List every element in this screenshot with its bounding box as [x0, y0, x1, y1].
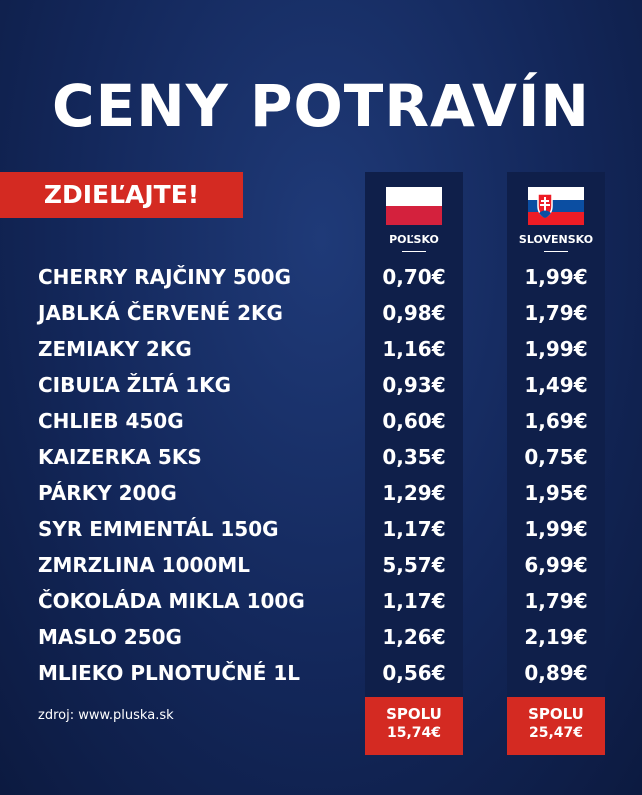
item-name: CHLIEB 450G [38, 409, 184, 433]
table-row: MLIEKO PLNOTUČNÉ 1L 0,56€ 0,89€ [0, 655, 642, 691]
column-header: POĽSKO [365, 233, 463, 252]
price: 1,95€ [524, 481, 588, 505]
item-name: MASLO 250G [38, 625, 182, 649]
column-header: SLOVENSKO [507, 233, 605, 252]
price: 1,79€ [524, 301, 588, 325]
price: 1,99€ [524, 517, 588, 541]
table-row: SYR EMMENTÁL 150G 1,17€ 1,99€ [0, 511, 642, 547]
share-badge: ZDIEĽAJTE! [0, 172, 243, 218]
price: 1,99€ [524, 337, 588, 361]
total-value: 15,74€ [386, 725, 442, 741]
item-name: SYR EMMENTÁL 150G [38, 517, 279, 541]
price: 1,69€ [524, 409, 588, 433]
price: 0,75€ [524, 445, 588, 469]
table-row: CHERRY RAJČINY 500G 0,70€ 1,99€ [0, 259, 642, 295]
source: zdroj: www.pluska.sk [38, 708, 174, 723]
price: 0,35€ [382, 445, 446, 469]
total-box: SPOLU 25,47€ [507, 697, 605, 755]
item-name: ČOKOLÁDA MIKLA 100G [38, 589, 305, 613]
table-row: ČOKOLÁDA MIKLA 100G 1,17€ 1,79€ [0, 583, 642, 619]
table-row: CIBUĽA ŽLTÁ 1KG 0,93€ 1,49€ [0, 367, 642, 403]
total-label: SPOLU [528, 705, 584, 723]
price: 1,26€ [382, 625, 446, 649]
price: 6,99€ [524, 553, 588, 577]
price: 1,17€ [382, 589, 446, 613]
price: 0,70€ [382, 265, 446, 289]
price: 0,93€ [382, 373, 446, 397]
table-row: JABLKÁ ČERVENÉ 2KG 0,98€ 1,79€ [0, 295, 642, 331]
price: 5,57€ [382, 553, 446, 577]
flag-slovakia [528, 187, 584, 225]
price: 1,49€ [524, 373, 588, 397]
title: CENY POTRAVÍN [52, 72, 590, 140]
item-name: KAIZERKA 5KS [38, 445, 202, 469]
table-row: ZMRZLINA 1000ML 5,57€ 6,99€ [0, 547, 642, 583]
item-name: CIBUĽA ŽLTÁ 1KG [38, 373, 232, 397]
total-value: 25,47€ [528, 725, 584, 741]
price: 0,89€ [524, 661, 588, 685]
table-row: KAIZERKA 5KS 0,35€ 0,75€ [0, 439, 642, 475]
item-name: JABLKÁ ČERVENÉ 2KG [38, 301, 283, 325]
table-row: ZEMIAKY 2KG 1,16€ 1,99€ [0, 331, 642, 367]
item-name: CHERRY RAJČINY 500G [38, 265, 292, 289]
price: 0,56€ [382, 661, 446, 685]
price: 0,98€ [382, 301, 446, 325]
table-row: PÁRKY 200G 1,29€ 1,95€ [0, 475, 642, 511]
item-name: ZMRZLINA 1000ML [38, 553, 250, 577]
column-bg [365, 172, 463, 697]
item-name: PÁRKY 200G [38, 481, 177, 505]
flag-poland [386, 187, 442, 225]
price: 1,29€ [382, 481, 446, 505]
item-name: ZEMIAKY 2KG [38, 337, 192, 361]
price: 2,19€ [524, 625, 588, 649]
price: 1,17€ [382, 517, 446, 541]
price: 0,60€ [382, 409, 446, 433]
column-bg [507, 172, 605, 697]
table-row: MASLO 250G 1,26€ 2,19€ [0, 619, 642, 655]
price: 1,79€ [524, 589, 588, 613]
table-row: CHLIEB 450G 0,60€ 1,69€ [0, 403, 642, 439]
item-name: MLIEKO PLNOTUČNÉ 1L [38, 661, 301, 685]
price: 1,16€ [382, 337, 446, 361]
total-box: SPOLU 15,74€ [365, 697, 463, 755]
price: 1,99€ [524, 265, 588, 289]
total-label: SPOLU [386, 705, 442, 723]
